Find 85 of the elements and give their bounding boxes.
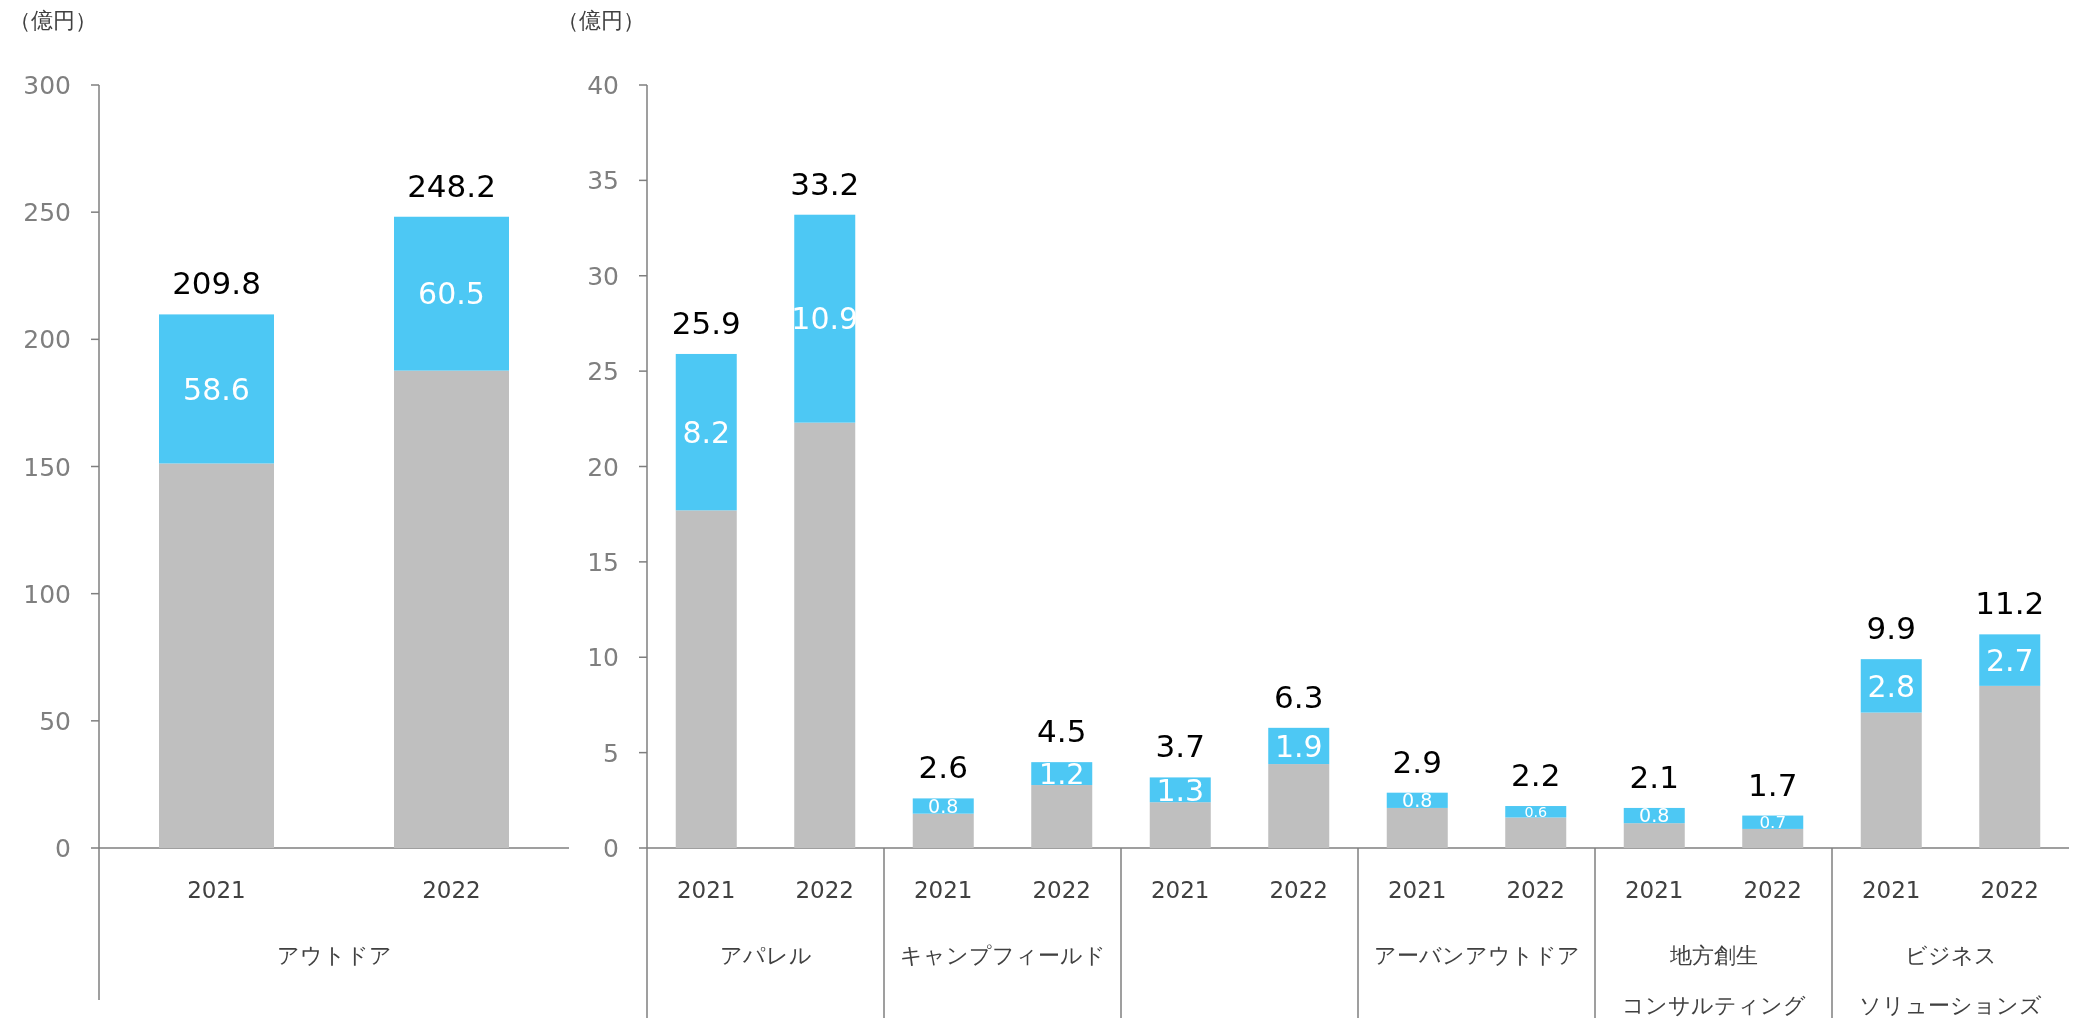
y-axis-title: （億円） — [9, 8, 97, 33]
y-axis-title: （億円） — [557, 8, 645, 33]
bar — [1979, 634, 2041, 686]
total-label: 2.9 — [1392, 743, 1442, 780]
x-axis-title: 地方創生 — [1668, 943, 1758, 968]
y-tick-label: 200 — [23, 325, 71, 355]
x-tick-label: 2021 — [1150, 877, 1210, 903]
total-label: 209.8 — [172, 265, 261, 302]
x-axis-title: アパレル — [719, 943, 812, 968]
data-label: 0.8 — [1402, 789, 1433, 812]
bar — [1268, 764, 1330, 848]
total-label: 11.2 — [1975, 585, 2045, 622]
data-label: 0.6 — [1524, 803, 1548, 820]
total-label: 248.2 — [407, 167, 496, 204]
y-tick-label: 100 — [23, 579, 71, 609]
total-label: 2.1 — [1629, 758, 1679, 795]
y-tick-label: 15 — [587, 547, 619, 577]
bar — [394, 216, 509, 371]
bar — [675, 510, 737, 848]
data-label: 60.5 — [418, 276, 485, 312]
x-tick-label: 2022 — [795, 877, 855, 903]
text: ソリューションズ — [1859, 993, 2042, 1018]
x-tick-label: 2021 — [1861, 877, 1921, 903]
total-label: 9.9 — [1866, 610, 1916, 647]
y-tick-label: 0 — [603, 834, 619, 863]
total-label: 2.2 — [1511, 757, 1561, 794]
data-label: 0.7 — [1759, 813, 1787, 833]
data-label: 1.2 — [1039, 756, 1085, 791]
bar — [394, 370, 509, 848]
total-label: 4.5 — [1037, 713, 1087, 750]
data-label: 1.3 — [1156, 772, 1205, 808]
y-tick-label: 35 — [587, 166, 619, 196]
x-axis-title: キャンプフィールド — [899, 943, 1106, 968]
bar — [1979, 685, 2041, 848]
y-tick-label: 25 — [587, 357, 619, 387]
x-axis-title: アーバンアウトドア — [1373, 943, 1580, 968]
y-tick-label: 250 — [23, 198, 71, 228]
bar — [912, 813, 974, 848]
y-tick-label: 20 — [587, 452, 619, 482]
bar — [1742, 828, 1804, 848]
x-tick-label: 2022 — [422, 877, 481, 903]
bar — [675, 353, 737, 511]
y-tick-label: 50 — [39, 706, 71, 736]
y-tick-label: 30 — [587, 261, 619, 291]
x-tick-label: 2022 — [1032, 877, 1092, 903]
total-label: 33.2 — [790, 165, 860, 202]
bar — [1149, 802, 1211, 848]
bar — [1623, 823, 1685, 848]
x-tick-label: 2021 — [1387, 877, 1447, 903]
total-label: 1.7 — [1748, 766, 1798, 803]
data-label: 0.8 — [1639, 804, 1670, 827]
x-tick-label: 2022 — [1269, 877, 1329, 903]
x-axis-title: ビジネス — [1904, 943, 1997, 968]
bar — [159, 463, 274, 848]
data-label: 1.9 — [1274, 728, 1323, 764]
bar — [1386, 807, 1448, 848]
y-tick-label: 40 — [587, 71, 619, 100]
total-label: 25.9 — [671, 304, 741, 341]
x-tick-label: 2021 — [913, 877, 973, 903]
bar — [794, 422, 856, 848]
text: コンサルティング — [1621, 993, 1806, 1018]
data-label: 8.2 — [682, 414, 731, 450]
x-tick-label: 2021 — [1624, 877, 1684, 903]
x-axis-title: アウトドア — [276, 943, 392, 968]
x-tick-label: 2021 — [676, 877, 736, 903]
total-label: 2.6 — [918, 749, 968, 786]
x-tick-label: 2022 — [1743, 877, 1803, 903]
data-label: 2.7 — [1985, 642, 2034, 678]
y-tick-label: 10 — [587, 643, 619, 673]
bar — [1031, 785, 1093, 848]
bar — [1860, 712, 1922, 848]
y-tick-label: 150 — [23, 452, 71, 482]
x-tick-label: 2022 — [1980, 877, 2040, 903]
y-tick-label: 0 — [55, 834, 71, 863]
total-label: 6.3 — [1274, 678, 1324, 715]
x-tick-label: 2021 — [187, 877, 246, 903]
x-tick-label: 2022 — [1506, 877, 1566, 903]
data-label: 0.8 — [928, 794, 959, 817]
y-tick-label: 5 — [603, 738, 619, 768]
data-label: 2.8 — [1867, 668, 1916, 704]
y-tick-label: 300 — [23, 71, 71, 100]
bar — [159, 314, 274, 464]
bar — [1505, 817, 1567, 848]
data-label: 58.6 — [183, 371, 250, 407]
total-label: 3.7 — [1155, 728, 1205, 765]
